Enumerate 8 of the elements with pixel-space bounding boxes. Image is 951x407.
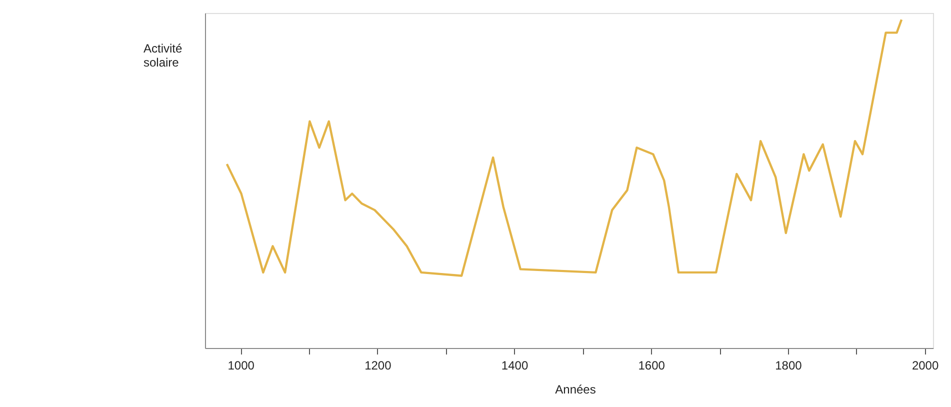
x-tick-label: 1600 [638, 358, 666, 372]
x-tick-label: 1800 [775, 358, 802, 372]
y-axis-title: Activité solaire [144, 42, 183, 70]
x-tick-label: 1400 [501, 358, 528, 372]
x-tick-label: 2000 [912, 358, 939, 372]
x-tick-label: 1000 [228, 358, 255, 372]
x-tick-label: 1200 [364, 358, 392, 372]
x-axis-title: Années [555, 382, 596, 396]
